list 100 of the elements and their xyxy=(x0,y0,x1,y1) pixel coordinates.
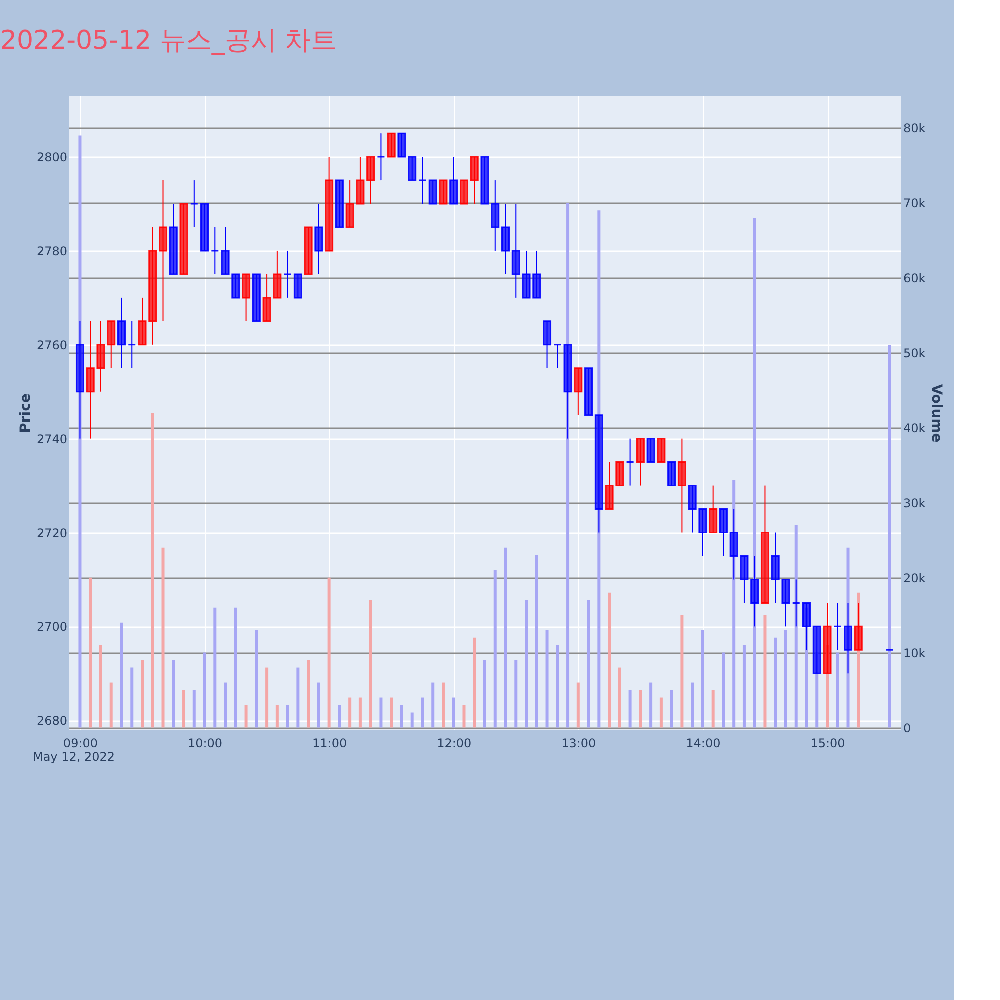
candlestick xyxy=(460,180,468,205)
y-tick-label: 2720 xyxy=(36,526,68,540)
x-tick-label: 12:00 xyxy=(437,736,472,750)
y2-tick-label: 50k xyxy=(904,346,926,361)
candlestick xyxy=(398,132,406,158)
bar xyxy=(442,682,445,728)
bar xyxy=(244,705,248,728)
bar xyxy=(234,608,238,728)
bar xyxy=(462,705,466,728)
bar xyxy=(182,690,186,728)
bar xyxy=(484,660,486,728)
candlestick xyxy=(428,180,438,205)
x-tick-label: 14:00 xyxy=(686,736,721,750)
bar xyxy=(764,615,767,728)
y-tick-label: 2780 xyxy=(36,244,68,258)
bar xyxy=(317,682,320,728)
candlestick xyxy=(408,156,417,182)
x-tick-label: 10:00 xyxy=(188,736,223,750)
candlestick xyxy=(470,156,479,205)
bar xyxy=(89,578,92,728)
candlestick xyxy=(502,204,510,275)
bar xyxy=(670,690,674,728)
candlestick xyxy=(792,579,801,628)
bar xyxy=(680,615,684,728)
candlestick xyxy=(709,485,718,534)
y2-tick-label: 40k xyxy=(904,421,926,436)
bar xyxy=(151,413,154,728)
bar xyxy=(192,690,196,728)
x-tick-label: 11:00 xyxy=(312,736,348,750)
bar xyxy=(130,668,134,728)
candlestick xyxy=(128,320,136,369)
candlestick xyxy=(107,320,116,369)
bar xyxy=(452,698,456,728)
candlestick xyxy=(626,438,635,486)
bar xyxy=(504,548,508,728)
bar xyxy=(556,645,560,728)
bar xyxy=(691,682,694,728)
candlestick xyxy=(294,274,302,299)
bar xyxy=(639,690,642,728)
bar xyxy=(525,600,528,728)
bar xyxy=(774,638,778,728)
bar xyxy=(660,698,663,728)
x-tick-label: 13:00 xyxy=(562,736,596,750)
y-tick-label: 2680 xyxy=(36,714,68,728)
bar xyxy=(296,668,300,728)
y2-tick-label: 30k xyxy=(904,496,926,510)
bar xyxy=(608,592,612,728)
candlestick xyxy=(284,250,292,298)
bar xyxy=(348,698,352,728)
bar xyxy=(172,660,176,728)
bar xyxy=(120,622,124,728)
x-tick-label: 15:00 xyxy=(810,736,846,750)
bar xyxy=(535,555,538,728)
candlestick xyxy=(543,320,552,369)
y2-tick-label: 0 xyxy=(904,721,912,736)
text: May 12, 2022 xyxy=(32,750,116,764)
bar xyxy=(650,682,653,728)
bar xyxy=(712,690,715,728)
candlestick xyxy=(574,368,583,416)
bar xyxy=(410,712,414,728)
bar xyxy=(742,645,746,728)
bar xyxy=(358,698,362,728)
bar xyxy=(888,346,892,728)
y2-tick-label: 60k xyxy=(904,272,926,286)
bar xyxy=(380,698,383,728)
bar xyxy=(473,638,476,728)
x-tick-label: 09:00 xyxy=(63,736,98,750)
bar xyxy=(628,690,632,728)
bar xyxy=(421,698,424,728)
bar xyxy=(576,682,580,728)
y2-tick-label: 10k xyxy=(904,646,926,660)
bar xyxy=(618,668,622,728)
candlestick xyxy=(450,156,458,205)
bar xyxy=(546,630,549,728)
bar xyxy=(276,705,279,728)
candlestick xyxy=(387,132,396,158)
bar xyxy=(214,608,217,728)
candlestick xyxy=(750,556,760,628)
candlestick xyxy=(242,274,251,322)
bar xyxy=(266,668,269,728)
candlestick xyxy=(678,438,686,534)
y-tick-label: 2760 xyxy=(36,338,68,352)
bar xyxy=(514,660,518,728)
bar xyxy=(328,578,331,728)
bar xyxy=(494,570,497,728)
candlestick xyxy=(553,344,562,369)
bar xyxy=(432,682,435,728)
candlestick xyxy=(657,438,666,464)
y2-tick-label: 70k xyxy=(904,196,926,211)
candlestick xyxy=(376,133,386,182)
y-tick-label: 2700 xyxy=(36,620,68,634)
bar xyxy=(836,652,840,728)
bar xyxy=(110,682,113,728)
bar xyxy=(338,705,342,728)
candlestick xyxy=(117,297,126,369)
chart-title: 2022-05-12 뉴스_공시 차트 xyxy=(0,26,338,56)
bar xyxy=(141,660,144,728)
y-tick-label: 2800 xyxy=(36,150,68,165)
candlestick xyxy=(190,180,199,228)
bar xyxy=(99,645,102,728)
